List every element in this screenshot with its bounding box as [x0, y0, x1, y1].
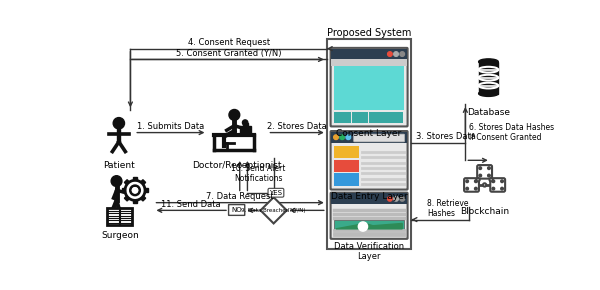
Bar — [334, 112, 351, 123]
Circle shape — [490, 178, 493, 181]
Text: 10. Send Alert
Notifications: 10. Send Alert Notifications — [231, 164, 286, 184]
Text: NO: NO — [232, 207, 242, 213]
Bar — [386, 112, 403, 123]
Circle shape — [501, 187, 503, 190]
Circle shape — [479, 167, 482, 169]
Circle shape — [475, 187, 477, 190]
Circle shape — [133, 188, 138, 193]
Circle shape — [476, 178, 479, 181]
FancyBboxPatch shape — [477, 165, 492, 179]
Text: 7. Data Request: 7. Data Request — [206, 192, 274, 201]
FancyBboxPatch shape — [490, 178, 505, 192]
FancyBboxPatch shape — [331, 131, 407, 190]
Circle shape — [400, 52, 404, 56]
Text: YES: YES — [269, 190, 283, 196]
Text: Doctor/Receptionist: Doctor/Receptionist — [192, 161, 281, 170]
Polygon shape — [124, 180, 130, 185]
Text: Surgeon: Surgeon — [101, 231, 139, 240]
Bar — [334, 160, 359, 172]
Ellipse shape — [479, 90, 498, 96]
Circle shape — [346, 135, 350, 139]
Polygon shape — [124, 196, 130, 201]
Circle shape — [488, 174, 490, 177]
Text: Patient: Patient — [103, 161, 135, 170]
Text: Consent Layer: Consent Layer — [337, 129, 402, 138]
Circle shape — [334, 135, 338, 139]
Text: 8. Retrieve
Hashes: 8. Retrieve Hashes — [427, 199, 469, 218]
Bar — [479, 62, 498, 93]
Circle shape — [358, 222, 368, 231]
Circle shape — [488, 167, 490, 169]
Circle shape — [111, 176, 122, 186]
Text: 6. Stores Data Hashes
If Consent Granted: 6. Stores Data Hashes If Consent Granted — [469, 122, 554, 142]
Ellipse shape — [479, 59, 498, 65]
Circle shape — [466, 187, 469, 190]
Circle shape — [479, 174, 482, 177]
Circle shape — [483, 183, 486, 186]
Text: 9. Data Breached?(Y/N): 9. Data Breached?(Y/N) — [241, 208, 306, 213]
Circle shape — [394, 197, 398, 201]
Circle shape — [475, 180, 477, 183]
Circle shape — [125, 180, 145, 200]
Polygon shape — [133, 200, 137, 203]
Circle shape — [466, 180, 469, 183]
Bar — [334, 220, 404, 230]
Bar — [107, 208, 132, 225]
Bar — [331, 59, 407, 66]
Bar — [243, 123, 248, 128]
Text: Data Verification
Layer: Data Verification Layer — [334, 242, 404, 261]
Polygon shape — [141, 196, 146, 201]
Circle shape — [400, 197, 404, 201]
Polygon shape — [141, 180, 146, 185]
Circle shape — [130, 186, 140, 195]
Polygon shape — [122, 188, 125, 192]
Circle shape — [388, 52, 392, 56]
Polygon shape — [133, 177, 137, 180]
Polygon shape — [336, 224, 402, 229]
Bar — [334, 173, 359, 186]
FancyBboxPatch shape — [464, 178, 479, 192]
Text: 3. Stores Data: 3. Stores Data — [416, 132, 476, 141]
Bar — [331, 193, 407, 204]
Circle shape — [113, 117, 125, 129]
FancyBboxPatch shape — [331, 193, 407, 239]
Bar — [369, 112, 386, 123]
Polygon shape — [260, 197, 287, 224]
Text: 5. Consent Granted (Y/N): 5. Consent Granted (Y/N) — [176, 49, 281, 58]
Circle shape — [340, 135, 344, 139]
Text: 1. Submits Data: 1. Submits Data — [137, 122, 205, 131]
FancyBboxPatch shape — [229, 204, 245, 215]
Circle shape — [394, 52, 398, 56]
Circle shape — [492, 180, 494, 183]
Bar — [331, 132, 407, 143]
Bar — [352, 112, 368, 123]
Text: Proposed System: Proposed System — [327, 28, 411, 38]
FancyBboxPatch shape — [331, 48, 407, 126]
FancyBboxPatch shape — [327, 39, 412, 249]
Circle shape — [242, 120, 248, 125]
Text: 4. Consent Request: 4. Consent Request — [188, 38, 269, 47]
Text: Database: Database — [467, 108, 510, 117]
Text: 11. Send Data: 11. Send Data — [161, 200, 221, 209]
Circle shape — [492, 187, 494, 190]
Bar — [334, 146, 359, 158]
Text: 2. Stores Data: 2. Stores Data — [267, 122, 327, 131]
Text: Data Entry Layer: Data Entry Layer — [331, 192, 407, 201]
Circle shape — [388, 197, 392, 201]
FancyBboxPatch shape — [354, 134, 404, 142]
Bar — [331, 49, 407, 59]
Polygon shape — [145, 188, 148, 192]
Circle shape — [501, 180, 503, 183]
Text: Blockchain: Blockchain — [460, 206, 509, 215]
Bar — [240, 126, 251, 134]
Circle shape — [229, 110, 240, 120]
Bar — [334, 66, 404, 110]
